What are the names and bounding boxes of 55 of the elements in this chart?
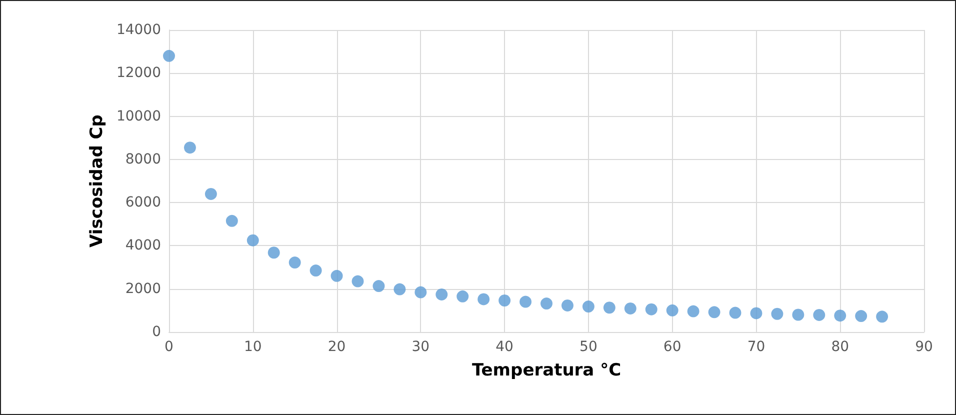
- y-tick-label: 0: [152, 324, 161, 340]
- point: [876, 310, 888, 323]
- point: [268, 246, 280, 259]
- y-tick-label: 10000: [116, 108, 161, 124]
- x-tick-label: 40: [496, 339, 514, 355]
- point: [645, 303, 658, 316]
- x-tick-label: 90: [915, 339, 933, 355]
- y-axis-title: Viscosidad Cp: [87, 114, 108, 248]
- point: [310, 264, 322, 277]
- point: [414, 286, 427, 298]
- point: [708, 306, 720, 318]
- y-tick-label: 2000: [125, 280, 161, 297]
- point: [352, 275, 364, 288]
- point: [582, 300, 594, 313]
- point: [855, 310, 868, 322]
- point: [436, 288, 448, 300]
- point: [687, 305, 700, 318]
- point: [456, 290, 469, 302]
- point: [792, 308, 804, 321]
- point: [540, 298, 552, 310]
- x-tick-label: 20: [328, 339, 346, 355]
- point: [813, 308, 826, 321]
- point: [561, 299, 574, 312]
- point: [624, 302, 636, 314]
- point: [520, 296, 532, 308]
- x-tick-label: 70: [747, 339, 766, 355]
- x-axis-title: Temperatura °C: [472, 360, 622, 380]
- point: [204, 188, 217, 200]
- x-tick-label: 30: [412, 339, 430, 355]
- point: [729, 306, 742, 319]
- y-tick-label: 8000: [125, 151, 161, 168]
- point: [246, 234, 259, 246]
- point: [184, 142, 196, 154]
- y-tick-label: 4000: [125, 238, 161, 254]
- y-tick-label: 12000: [116, 65, 161, 82]
- point: [330, 270, 343, 282]
- point: [750, 307, 762, 320]
- x-tick-label: 80: [831, 339, 850, 355]
- point: [771, 308, 784, 320]
- point: [372, 280, 385, 292]
- point: [394, 283, 406, 296]
- point: [834, 310, 846, 322]
- y-tick-label: 14000: [116, 22, 161, 38]
- x-tick-label: 0: [164, 339, 174, 355]
- point: [603, 302, 616, 314]
- point: [288, 256, 301, 269]
- point: [666, 304, 678, 316]
- point: [226, 214, 238, 227]
- point: [163, 50, 175, 62]
- point: [478, 293, 490, 306]
- x-tick-label: 60: [663, 339, 682, 355]
- x-tick-label: 50: [580, 339, 598, 355]
- x-tick-label: 10: [244, 339, 262, 355]
- y-tick-label: 6000: [125, 194, 161, 211]
- point: [498, 294, 511, 306]
